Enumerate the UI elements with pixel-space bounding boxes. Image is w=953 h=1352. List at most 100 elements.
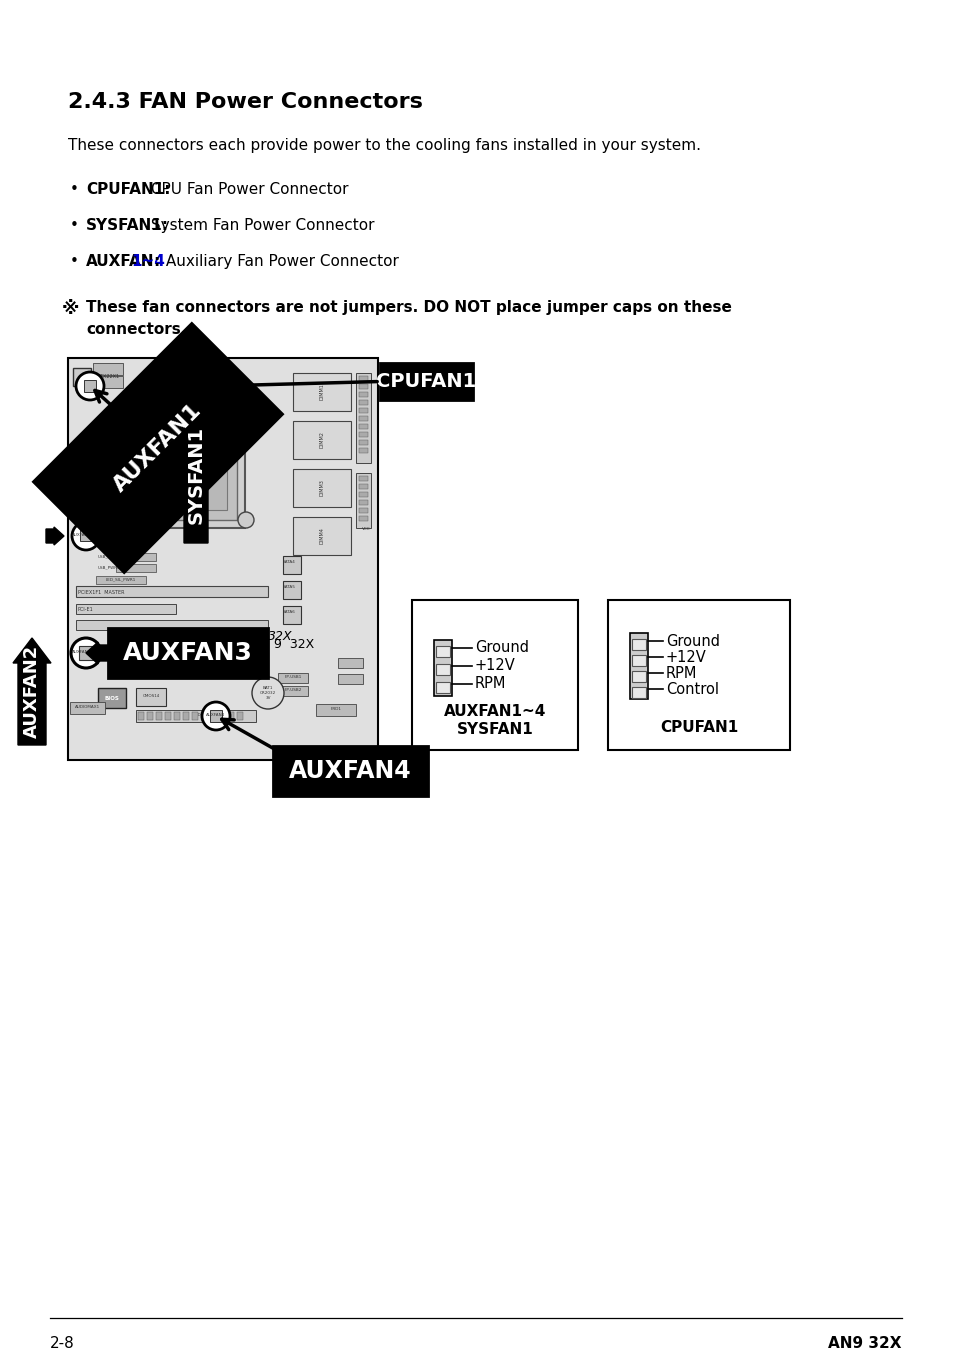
Text: FAN1: FAN1 bbox=[186, 373, 196, 377]
Text: SATA7: SATA7 bbox=[132, 539, 144, 544]
Text: CPUFAN1: CPUFAN1 bbox=[376, 372, 476, 391]
Bar bbox=[147, 713, 152, 721]
Bar bbox=[73, 368, 91, 387]
Bar bbox=[358, 508, 368, 512]
Bar bbox=[293, 469, 351, 507]
Bar bbox=[631, 671, 645, 681]
Text: 32X: 32X bbox=[268, 630, 293, 644]
Bar bbox=[136, 688, 166, 706]
Bar bbox=[358, 439, 368, 445]
FancyArrow shape bbox=[13, 638, 51, 745]
Text: •: • bbox=[70, 183, 79, 197]
Text: ※: ※ bbox=[62, 300, 79, 318]
Bar bbox=[355, 473, 371, 529]
Text: PDC1: PDC1 bbox=[195, 713, 207, 717]
Bar bbox=[631, 654, 645, 667]
Bar bbox=[283, 581, 301, 599]
Bar bbox=[293, 420, 351, 458]
Bar bbox=[138, 420, 236, 521]
Text: SYSFAN1: SYSFAN1 bbox=[456, 722, 533, 737]
Text: 2.4.3 FAN Power Connectors: 2.4.3 FAN Power Connectors bbox=[68, 92, 422, 112]
Text: CPUFAN1:: CPUFAN1: bbox=[86, 183, 171, 197]
Text: CPU Fan Power Connector: CPU Fan Power Connector bbox=[146, 183, 348, 197]
Bar bbox=[98, 688, 126, 708]
Text: DIMM2: DIMM2 bbox=[319, 431, 324, 449]
Text: 1~4: 1~4 bbox=[131, 254, 165, 269]
Bar bbox=[192, 713, 198, 721]
Text: AUXFAN: AUXFAN bbox=[86, 254, 154, 269]
Bar bbox=[96, 576, 146, 584]
Bar bbox=[219, 713, 225, 721]
Bar bbox=[358, 500, 368, 506]
Text: AUDIOMAX1: AUDIOMAX1 bbox=[75, 704, 100, 708]
Bar bbox=[186, 375, 210, 397]
Text: SATA5: SATA5 bbox=[283, 585, 295, 589]
Text: RPM: RPM bbox=[665, 665, 697, 680]
Text: AUXFAN1~4: AUXFAN1~4 bbox=[443, 704, 546, 719]
Bar bbox=[607, 600, 789, 750]
Text: AUXFAN4: AUXFAN4 bbox=[289, 758, 411, 783]
Bar bbox=[76, 621, 268, 630]
Bar bbox=[228, 713, 233, 721]
Bar bbox=[210, 713, 215, 721]
Circle shape bbox=[128, 412, 144, 429]
Bar bbox=[84, 380, 96, 392]
Text: Control: Control bbox=[665, 681, 719, 696]
Bar bbox=[379, 362, 473, 400]
Text: ATX22X1: ATX22X1 bbox=[98, 375, 120, 379]
Bar bbox=[277, 685, 308, 696]
Bar bbox=[165, 713, 171, 721]
FancyArrow shape bbox=[86, 642, 108, 664]
Circle shape bbox=[252, 677, 284, 708]
Bar bbox=[358, 492, 368, 498]
Text: These connectors each provide power to the cooling fans installed in your system: These connectors each provide power to t… bbox=[68, 138, 700, 153]
Text: Northbridge: Northbridge bbox=[148, 652, 172, 654]
Text: •: • bbox=[70, 218, 79, 233]
Bar bbox=[358, 384, 368, 389]
Bar bbox=[358, 484, 368, 489]
Text: These fan connectors are not jumpers. DO NOT place jumper caps on these: These fan connectors are not jumpers. DO… bbox=[86, 300, 731, 315]
Text: Ground: Ground bbox=[665, 634, 720, 649]
Text: AUXFAN1: AUXFAN1 bbox=[110, 400, 206, 496]
Text: SYSFAN1:: SYSFAN1: bbox=[86, 218, 169, 233]
Text: 2-8: 2-8 bbox=[50, 1336, 74, 1351]
Text: +12V: +12V bbox=[665, 649, 706, 664]
Circle shape bbox=[202, 702, 230, 730]
Text: SATA4: SATA4 bbox=[283, 560, 295, 564]
Bar bbox=[283, 556, 301, 575]
Text: SATA6: SATA6 bbox=[283, 610, 295, 614]
Bar bbox=[358, 425, 368, 429]
Bar bbox=[70, 702, 105, 714]
Bar bbox=[108, 627, 268, 677]
Text: SYSFAN1: SYSFAN1 bbox=[186, 426, 205, 523]
Bar bbox=[631, 687, 645, 698]
Bar bbox=[277, 673, 308, 683]
Bar bbox=[436, 681, 450, 694]
Text: LED_SIL_PWR1: LED_SIL_PWR1 bbox=[106, 577, 136, 581]
Bar bbox=[130, 412, 245, 529]
FancyArrow shape bbox=[46, 527, 64, 545]
Text: CMOS14: CMOS14 bbox=[142, 694, 159, 698]
Bar bbox=[358, 400, 368, 406]
Bar bbox=[358, 516, 368, 521]
Bar bbox=[76, 604, 175, 614]
Text: 9  32X: 9 32X bbox=[274, 638, 314, 652]
Text: FRD1: FRD1 bbox=[331, 707, 341, 711]
Bar bbox=[180, 366, 202, 380]
Bar bbox=[183, 713, 189, 721]
Text: BIOS: BIOS bbox=[105, 695, 119, 700]
Text: AUXFAN2: AUXFAN2 bbox=[72, 533, 91, 537]
Text: AUXFAN3: AUXFAN3 bbox=[123, 641, 253, 665]
Circle shape bbox=[71, 522, 100, 550]
Text: Auxiliary Fan Power Connector: Auxiliary Fan Power Connector bbox=[161, 254, 398, 269]
Bar bbox=[358, 408, 368, 412]
Bar bbox=[434, 639, 452, 696]
Circle shape bbox=[71, 638, 101, 668]
Text: Ground: Ground bbox=[475, 641, 529, 656]
Bar bbox=[355, 373, 371, 462]
Bar bbox=[358, 376, 368, 381]
Bar bbox=[283, 606, 301, 625]
Bar bbox=[206, 366, 228, 380]
Circle shape bbox=[128, 512, 144, 529]
Bar bbox=[273, 746, 428, 796]
